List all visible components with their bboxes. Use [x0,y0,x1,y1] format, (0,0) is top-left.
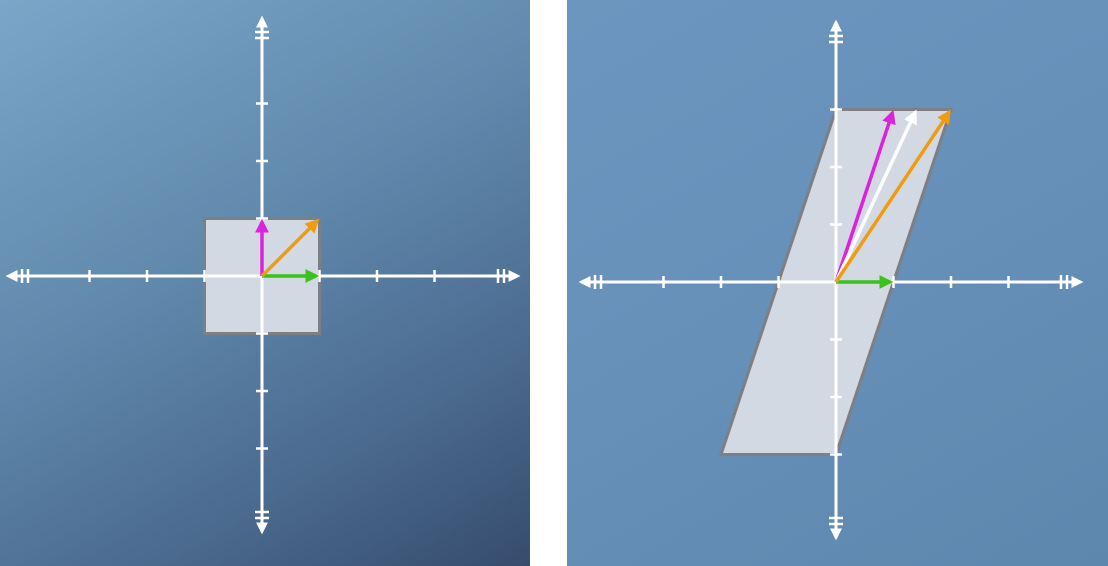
diagram-after-transform [578,19,1084,541]
vector-sum [834,109,951,283]
vector-white [834,109,917,283]
diagram-before-transform [5,15,521,535]
vector-sum [260,218,320,278]
panel-after-transform [567,0,1108,566]
vector-j [834,109,896,283]
panel-before-transform [0,0,530,566]
